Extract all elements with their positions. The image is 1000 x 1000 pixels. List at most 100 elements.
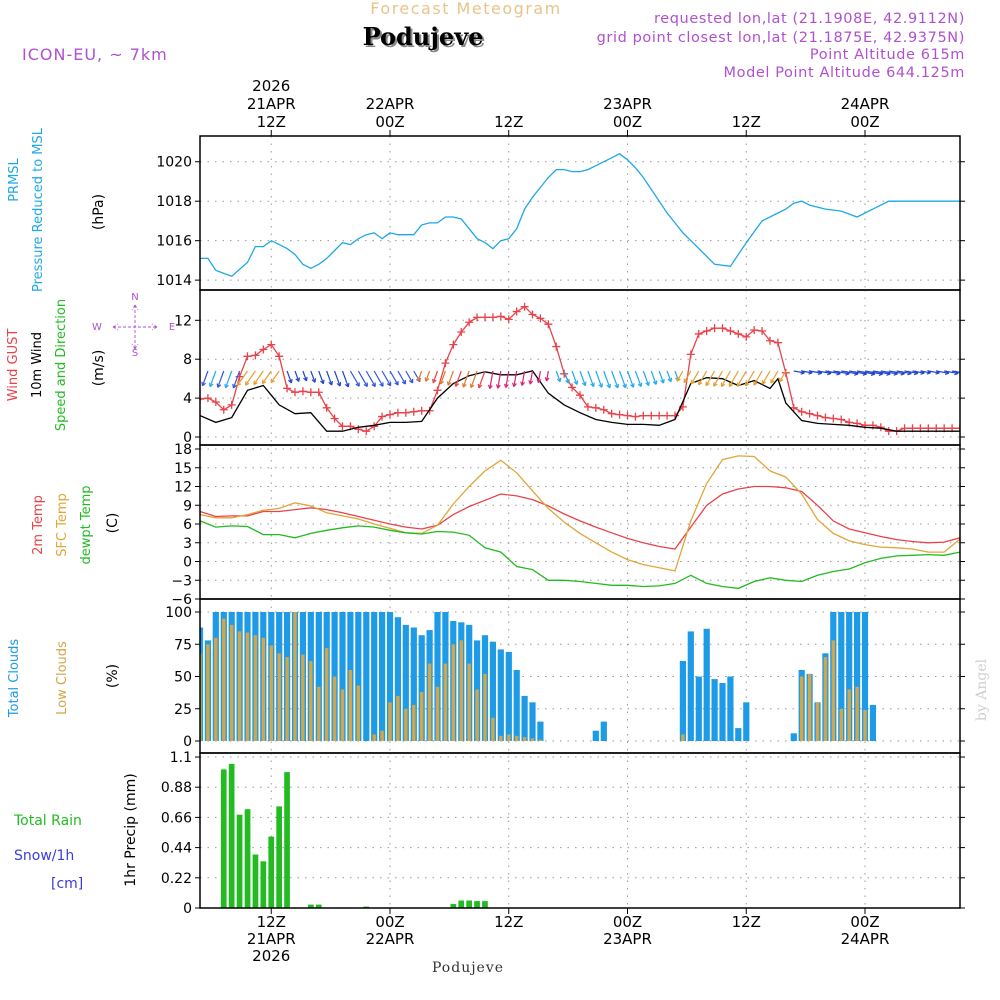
wind-arrow [872, 370, 891, 375]
bar-total_clouds [394, 617, 401, 741]
bar-low_clouds [451, 644, 455, 742]
bottom-tick-label: 23APR [603, 930, 652, 948]
wind-arrow-head [379, 382, 384, 387]
top-tick-label: 00Z [375, 113, 404, 131]
wind-arrow-head [336, 382, 342, 387]
gust-marker [663, 411, 672, 420]
wind-arrow-head [288, 378, 293, 384]
wind-arrow-head [637, 382, 643, 388]
wind-arrow [841, 370, 859, 375]
wind-arrow [555, 370, 561, 382]
wind-arrow [770, 370, 779, 384]
bar-low_clouds [380, 730, 384, 741]
bar-rain [220, 769, 227, 908]
wind-arrow-head [454, 382, 460, 387]
wind-arrow-head [683, 378, 688, 384]
wind-arrow [381, 370, 392, 387]
compass-n: N [131, 292, 138, 303]
wind-arrow [888, 370, 905, 375]
gust-marker [322, 403, 331, 412]
wind-arrow [676, 370, 684, 382]
bar-low_clouds [459, 640, 463, 741]
bar-low_clouds [681, 734, 685, 741]
station-title-shadow: Podujeve [365, 24, 486, 53]
wind-arrow [650, 370, 657, 385]
wind-arrow [470, 370, 478, 388]
gust-marker [861, 421, 869, 430]
gust-marker [797, 407, 806, 416]
wind-arrow [529, 370, 534, 385]
wind-arrow-head [705, 381, 710, 387]
plot-area [220, 763, 488, 908]
wind-arrow [928, 370, 940, 374]
gust-marker [433, 386, 442, 395]
compass-w: W [92, 322, 102, 333]
bar-low_clouds [847, 689, 851, 741]
panel-frame [199, 752, 961, 909]
gust-marker [200, 395, 204, 404]
wind-arrow [261, 370, 272, 384]
panel-label: Pressure Reduced to MSL [31, 127, 46, 292]
gust-marker [837, 415, 846, 424]
bar-low_clouds [420, 692, 424, 741]
panel-label: dewpt Temp [79, 485, 94, 564]
bar-rain [252, 854, 259, 908]
y-tick-label: 0 [183, 555, 192, 571]
model-name: ICON-EU, ~ 7km [22, 45, 168, 64]
bar-total_clouds [489, 641, 496, 741]
panel-3: −6 −3 0 3 6 9 12 15 18 2m Temp SFC Temp dewpt Temp (… [31, 442, 965, 608]
gust-marker [409, 407, 418, 416]
panel-1: 1014 1016 1018 1020 PRMSL Pressure Reduced to… [7, 127, 965, 292]
gust-marker [718, 324, 727, 333]
gust-marker [259, 345, 268, 354]
wind-arrow-head [720, 382, 726, 388]
compass-e: E [169, 322, 175, 333]
gust-marker [401, 408, 410, 417]
wind-arrow-head [270, 378, 275, 384]
y-tick-label: 75 [174, 637, 192, 653]
wind-arrow-head [432, 378, 437, 384]
wind-arrow [224, 370, 233, 389]
grid-point-location: grid point closest lon,lat (21.1875E, 42… [597, 30, 965, 46]
gust-marker [243, 352, 252, 361]
bar-low_clouds [499, 735, 503, 741]
gust-marker [623, 411, 632, 420]
y-tick-label: 6 [183, 517, 192, 533]
gust-marker [393, 408, 402, 417]
wind-arrow-head [972, 371, 976, 375]
plot-area [200, 455, 960, 590]
wind-arrow [611, 370, 619, 389]
y-tick-label: 0 [183, 734, 192, 750]
bar-low_clouds [807, 673, 812, 741]
wind-arrow [864, 370, 883, 375]
point-altitude: Point Altitude 615m [810, 47, 965, 63]
bar-total_clouds [687, 631, 694, 741]
wind-arrow-head [614, 383, 620, 389]
gust-marker [639, 411, 648, 420]
plot-area [200, 153, 960, 277]
gust-marker [251, 351, 260, 360]
gust-marker [481, 313, 489, 322]
wind-arrow-head [311, 378, 317, 383]
panel-label: 2m Temp [31, 495, 46, 555]
top-tick-label: 2026 [252, 77, 290, 95]
bar-low_clouds [491, 717, 495, 741]
wind-arrow [809, 370, 822, 374]
wind-arrow [245, 370, 256, 386]
bar-total_clouds [418, 635, 425, 741]
gust-marker [552, 342, 561, 351]
model-altitude: Model Point Altitude 644.125m [723, 65, 965, 81]
gust-marker [488, 313, 497, 322]
panel-5: 0 0.22 0.44 0.66 0.88 1.1 Total Rain Snow/1h [cm… [13, 750, 965, 917]
wind-arrow [683, 370, 692, 383]
bar-low_clouds [863, 710, 867, 741]
bar-total_clouds [711, 679, 718, 741]
wind-arrow [705, 370, 716, 386]
wind-arrow [357, 370, 368, 387]
wind-arrow [217, 370, 225, 388]
gust-marker [227, 400, 236, 409]
y-tick-label: 9 [183, 498, 192, 514]
bar-rain [276, 806, 282, 908]
gust-marker [275, 352, 284, 361]
